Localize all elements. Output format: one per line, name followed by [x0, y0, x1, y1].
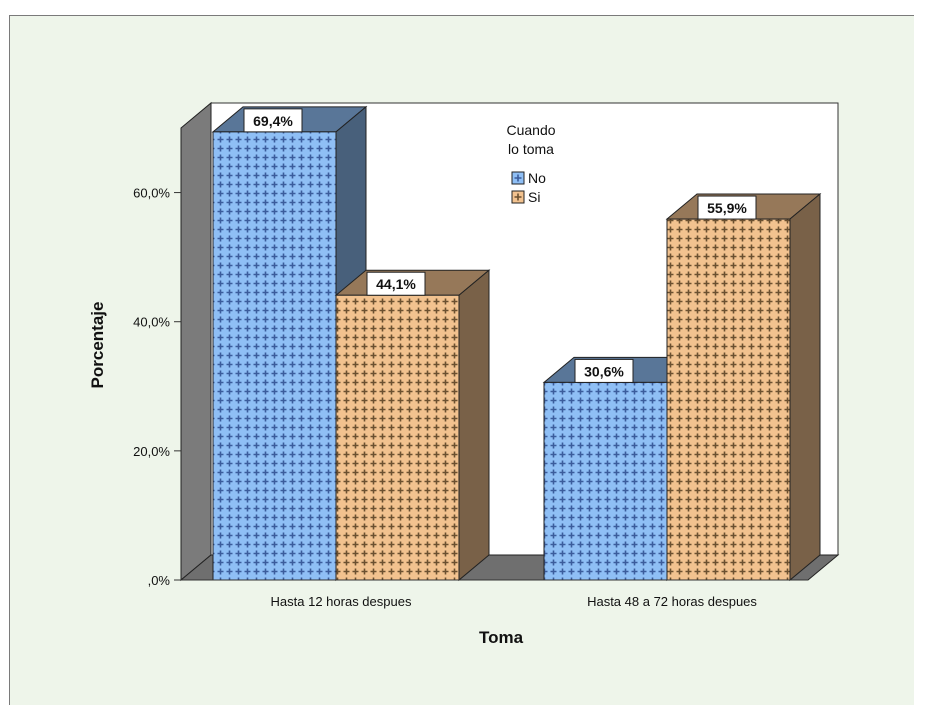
x-category-label: Hasta 48 a 72 horas despues	[587, 594, 757, 609]
bar-side-face	[789, 192, 821, 582]
bar-si-1: 44,1%	[334, 269, 491, 582]
bar-si-2: 55,9%	[665, 192, 822, 582]
data-label-box	[574, 358, 634, 383]
y-tick-label: 60,0%	[133, 186, 170, 201]
data-label: 69,4%	[253, 113, 293, 129]
bar-front-face	[335, 294, 460, 581]
data-label: 30,6%	[584, 363, 624, 379]
bar-front-face	[212, 131, 337, 581]
legend-label: No	[528, 170, 546, 186]
y-tick-label: 40,0%	[133, 315, 170, 330]
data-label-box	[697, 195, 757, 220]
legend-item-no: No	[511, 170, 546, 186]
bar-side-face	[458, 269, 490, 582]
legend-item-si: Si	[511, 189, 540, 205]
y-tick-label: 20,0%	[133, 444, 170, 459]
legend-title-line-2: lo toma	[508, 141, 554, 157]
legend-title-line-1: Cuando	[506, 122, 555, 138]
data-label: 55,9%	[707, 200, 747, 216]
legend-swatch-mark	[514, 174, 522, 182]
x-axis-title: Toma	[479, 628, 524, 647]
legend-swatch-mark	[514, 193, 522, 201]
data-label-box	[366, 271, 426, 296]
x-category-label: Hasta 12 horas despues	[271, 594, 412, 609]
plot-side-wall	[180, 101, 212, 582]
bar-front-face	[543, 381, 668, 581]
bar-front-face	[666, 218, 791, 581]
data-label: 44,1%	[376, 276, 416, 292]
y-axis-title: Porcentaje	[88, 302, 107, 389]
legend-label: Si	[528, 189, 540, 205]
y-tick-label: ,0%	[148, 573, 171, 588]
data-label-box	[243, 108, 303, 133]
